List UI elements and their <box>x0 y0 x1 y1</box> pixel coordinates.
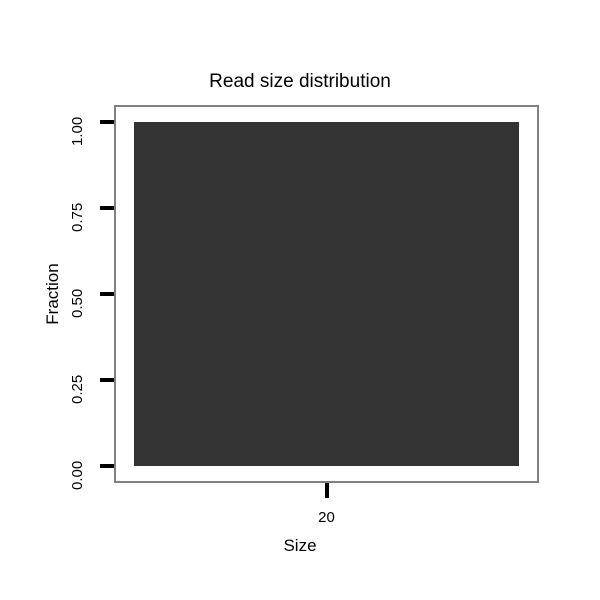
y-axis-tick-label-0: 0.00 <box>69 460 86 490</box>
y-axis-tick-4 <box>100 120 114 124</box>
y-axis-tick-3 <box>100 206 114 210</box>
x-axis-title: Size <box>283 536 317 555</box>
bar-size-20 <box>134 122 519 466</box>
y-axis-tick-2 <box>100 292 114 296</box>
x-axis-tick-0 <box>324 483 329 498</box>
x-axis-tick-label-0: 20 <box>318 509 335 526</box>
y-axis-tick-label-1: 0.25 <box>69 374 86 404</box>
y-axis-tick-label-4: 1.00 <box>69 116 86 146</box>
y-axis-tick-1 <box>100 378 114 382</box>
chart-title: Read size distribution <box>209 71 391 92</box>
y-axis-tick-0 <box>100 464 114 468</box>
y-axis-tick-label-2: 0.50 <box>69 288 86 318</box>
y-axis-title: Fraction <box>43 263 62 325</box>
bars-layer <box>114 105 539 483</box>
y-axis-tick-label-3: 0.75 <box>69 202 86 232</box>
